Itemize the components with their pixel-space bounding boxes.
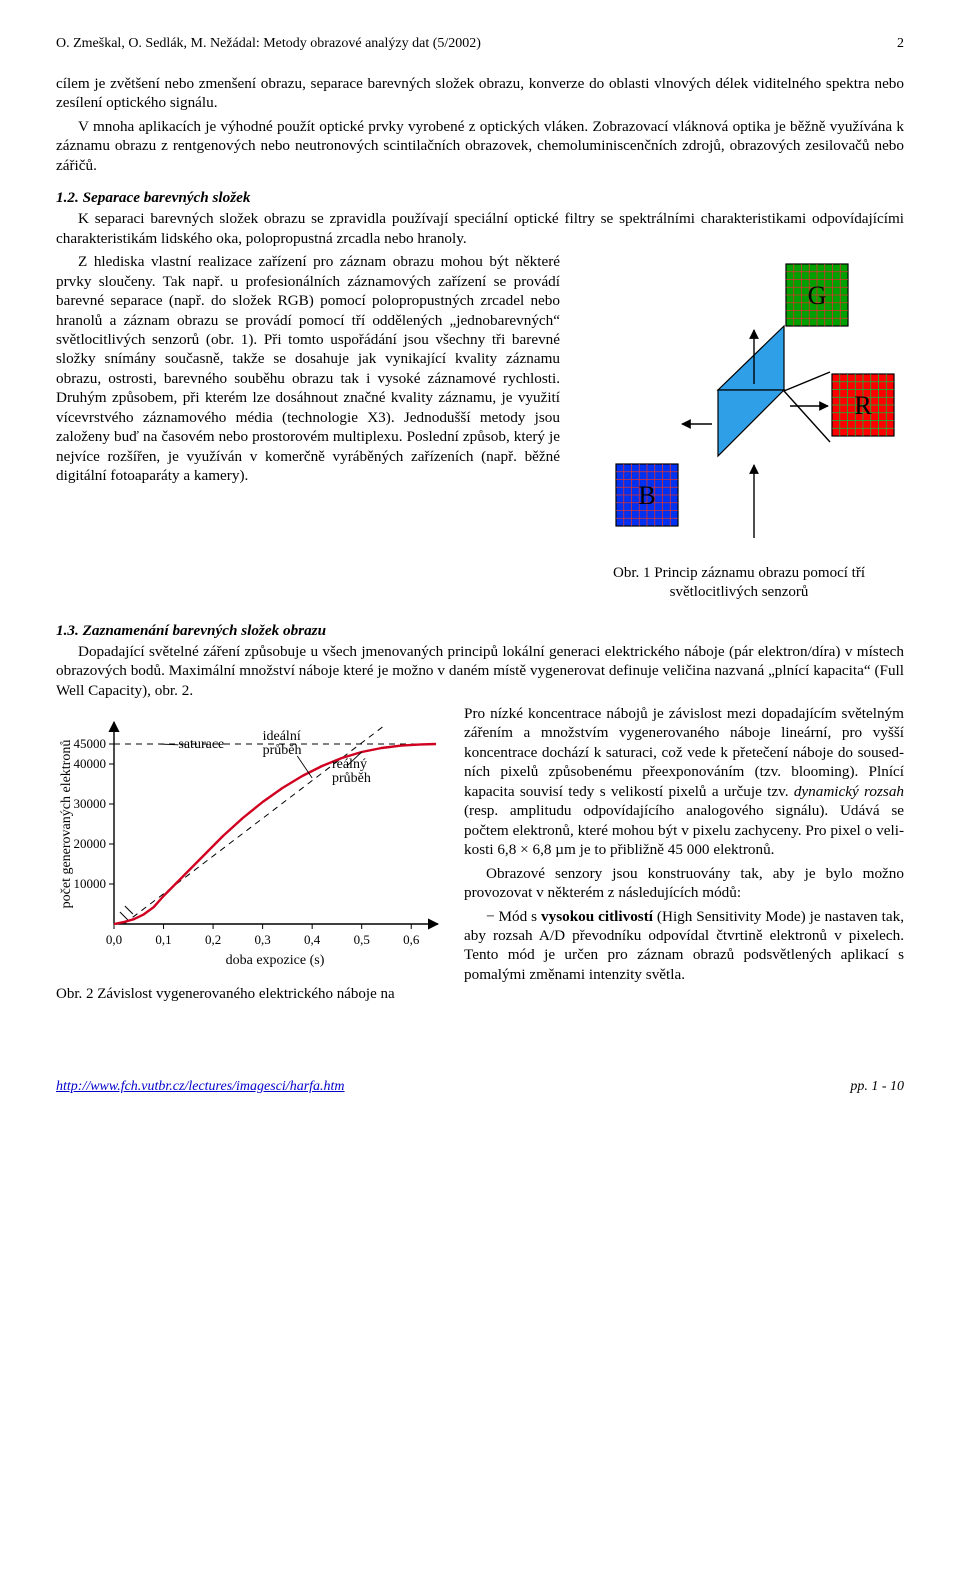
page-footer: http://www.fch.vutbr.cz/lectures/imagesc…	[56, 1079, 904, 1095]
svg-text:doba expozice (s): doba expozice (s)	[226, 953, 325, 968]
svg-text:0,4: 0,4	[304, 932, 321, 947]
figure-1: G R B Obr. 1 Princip záznamu obrazu pomocí…	[574, 256, 904, 602]
svg-text:40000: 40000	[74, 756, 107, 771]
paragraph-intro-2: V mnoha aplikacích je výhodné použít opt…	[56, 117, 904, 175]
svg-text:20000: 20000	[74, 836, 107, 851]
svg-text:ideální: ideální	[263, 729, 301, 744]
svg-text:0,5: 0,5	[354, 932, 370, 947]
figure-2-caption: Obr. 2 Závislost vygenerovaného elektric…	[56, 986, 395, 1002]
b1b: vysokou citlivostí	[541, 908, 653, 925]
svg-text:10000: 10000	[74, 876, 107, 891]
section-1-3-p1: Dopadající světelné záření způsobuje u v…	[56, 642, 904, 700]
svg-text:B: B	[638, 481, 655, 510]
b1a: − Mód s	[486, 908, 541, 925]
header-page-number: 2	[897, 36, 904, 52]
svg-text:0,3: 0,3	[254, 932, 270, 947]
section-1-3-title: 1.3. Zaznamenání barevných složek obrazu	[56, 622, 904, 640]
section-1-2-p1: K separaci barevných složek obrazu se zp…	[56, 209, 904, 248]
paragraph-intro-1: cílem je zvětšení nebo zmenšení obrazu, …	[56, 74, 904, 113]
figure-1-diagram: G R B	[574, 256, 904, 556]
section-1-2-title: 1.2. Separace barevných složek	[56, 189, 904, 207]
svg-text:reálný: reálný	[332, 757, 367, 772]
figure-2-chart: 0,0 0,1 0,2 0,3 0,4 0,5 0,6 10000 20000 30000 4000…	[56, 710, 446, 980]
svg-text:0,1: 0,1	[155, 932, 171, 947]
footer-link[interactable]: http://www.fch.vutbr.cz/lectures/imagesc…	[56, 1079, 345, 1095]
svg-text:průběh: průběh	[332, 771, 371, 786]
svg-text:R: R	[854, 391, 872, 420]
section-1-2-wrap: G R B Obr. 1 Princip záznamu obrazu pomocí…	[56, 252, 904, 608]
svg-text:saturace: saturace	[178, 737, 224, 752]
footer-page-range: pp. 1 - 10	[850, 1079, 904, 1095]
section-1-3-wrap: 0,0 0,1 0,2 0,3 0,4 0,5 0,6 10000 20000 30000 4000…	[56, 704, 904, 1009]
svg-text:30000: 30000	[74, 796, 107, 811]
figure-2: 0,0 0,1 0,2 0,3 0,4 0,5 0,6 10000 20000 30000 4000…	[56, 710, 446, 1003]
p2b: (resp. amplitudu odpovídajícího analogov…	[464, 802, 904, 858]
running-header: O. Zmeškal, O. Sedlák, M. Nežádal: Metod…	[56, 36, 904, 52]
svg-text:G: G	[808, 281, 827, 310]
svg-text:0,2: 0,2	[205, 932, 221, 947]
header-left: O. Zmeškal, O. Sedlák, M. Nežádal: Metod…	[56, 36, 481, 52]
svg-text:0,0: 0,0	[106, 932, 122, 947]
svg-text:45000: 45000	[74, 736, 107, 751]
svg-text:průběh: průběh	[263, 743, 302, 758]
svg-text:počet generovaných elektronů: počet generovaných elektronů	[59, 740, 74, 909]
svg-text:0,6: 0,6	[403, 932, 420, 947]
page: O. Zmeškal, O. Sedlák, M. Nežádal: Metod…	[0, 0, 960, 1125]
p2-italic: dynamický rozsah	[794, 783, 904, 800]
figure-1-caption: Obr. 1 Princip záznamu obrazu pomocí tří…	[613, 565, 865, 600]
